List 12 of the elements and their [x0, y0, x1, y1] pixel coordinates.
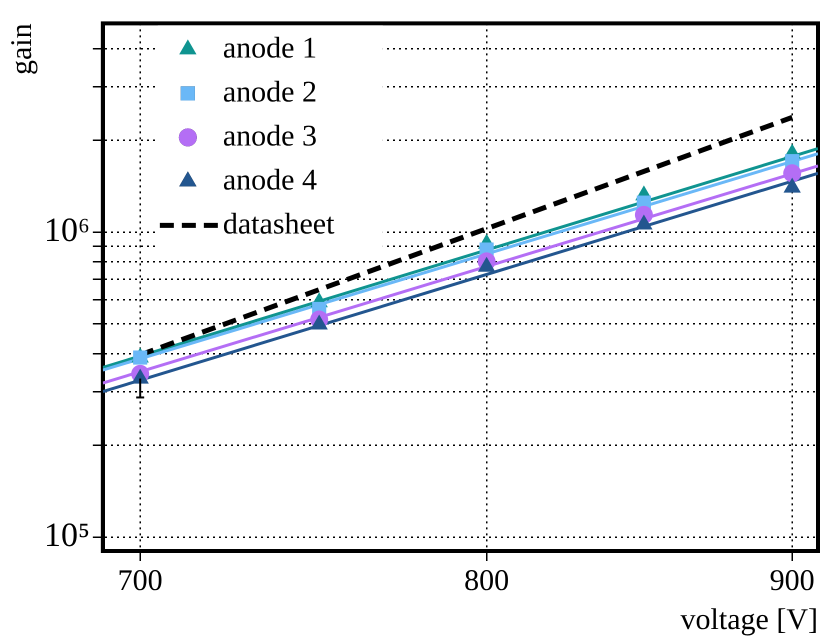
x-tick-label: 700 — [118, 564, 163, 597]
legend-label: anode 4 — [222, 163, 317, 196]
x-axis-title: voltage [V] — [680, 602, 818, 636]
x-tick-label: 800 — [464, 564, 510, 597]
legend-label: datasheet — [222, 207, 336, 240]
legend-label: anode 3 — [222, 119, 317, 152]
y-tick-label: 10⁵ — [44, 516, 90, 554]
legend-label: anode 1 — [222, 31, 317, 64]
y-tick-label: 10⁶ — [44, 212, 90, 250]
y-axis-title: gain — [4, 23, 38, 76]
x-tick-label: 900 — [770, 564, 815, 597]
legend-label: anode 2 — [222, 75, 317, 108]
